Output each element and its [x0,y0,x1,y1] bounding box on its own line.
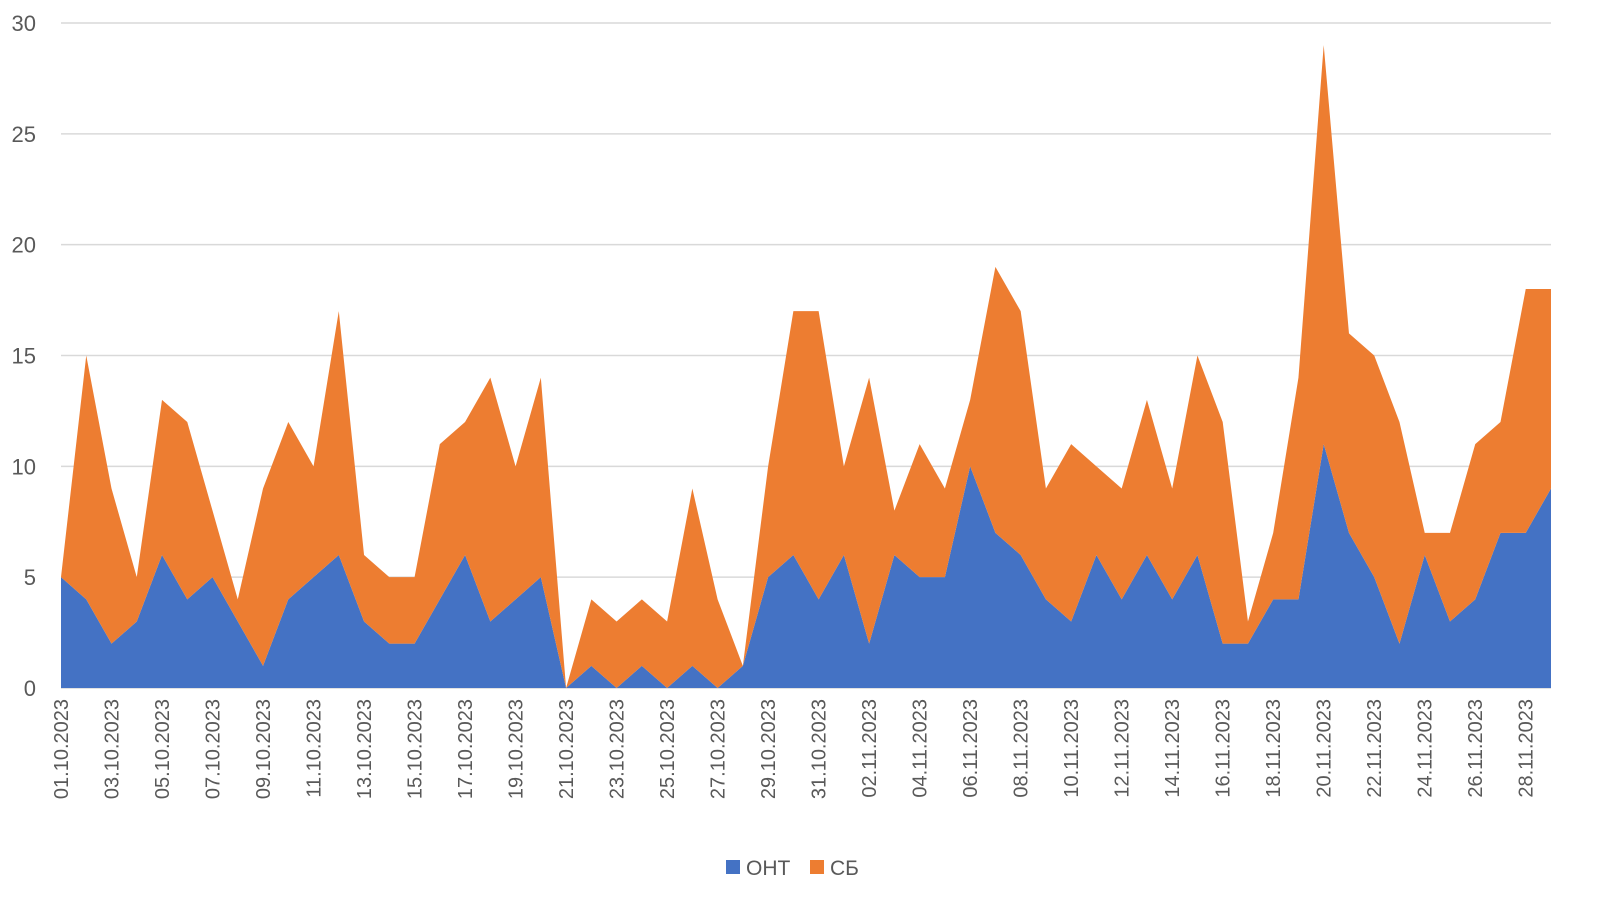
x-tick-label: 12.11.2023 [1112,699,1134,798]
y-tick-label: 0 [24,676,36,701]
x-tick-label: 15.10.2023 [405,699,427,799]
y-tick-label: 15 [12,344,36,369]
x-tick-label: 31.10.2023 [809,699,831,799]
y-axis-tick-labels: 0 5 10 15 20 25 30 [12,11,36,701]
x-tick-label: 05.10.2023 [152,699,174,799]
series-areas [61,45,1551,688]
x-tick-label: 01.10.2023 [51,699,73,799]
x-tick-label: 11.10.2023 [304,699,326,798]
x-tick-label: 25.10.2023 [657,699,679,799]
y-tick-label: 5 [24,565,36,590]
x-tick-label: 03.10.2023 [102,699,124,799]
x-tick-label: 13.10.2023 [354,699,376,799]
x-tick-label: 14.11.2023 [1162,699,1184,798]
x-tick-label: 29.10.2023 [758,699,780,799]
x-tick-label: 06.11.2023 [960,699,982,798]
x-tick-label: 16.11.2023 [1213,699,1235,798]
x-axis-tick-labels: 01.10.2023 03.10.2023 05.10.2023 07.10.2023… [51,699,1538,799]
area-series-1 [61,45,1551,688]
x-tick-label: 17.10.2023 [455,699,477,799]
area-series-0 [61,444,1551,688]
x-tick-label: 09.10.2023 [253,699,275,799]
x-tick-label: 04.11.2023 [910,699,932,798]
legend-label: ОНТ [746,857,791,880]
legend: ОНТ СБ [726,857,859,880]
x-tick-label: 18.11.2023 [1263,699,1285,798]
x-tick-label: 19.10.2023 [506,699,528,799]
y-tick-label: 10 [12,454,36,479]
y-tick-label: 25 [12,122,36,147]
legend-swatch [726,860,740,874]
x-tick-label: 10.11.2023 [1061,699,1083,798]
x-tick-label: 21.10.2023 [556,699,578,799]
y-tick-label: 20 [12,233,36,258]
y-tick-label: 30 [12,11,36,36]
legend-swatch [810,860,824,874]
x-tick-label: 07.10.2023 [203,699,225,799]
x-tick-label: 26.11.2023 [1465,699,1487,798]
legend-label: СБ [830,857,859,880]
x-tick-label: 02.11.2023 [859,699,881,798]
x-tick-label: 28.11.2023 [1516,699,1538,798]
x-tick-label: 08.11.2023 [1011,699,1033,798]
x-tick-label: 24.11.2023 [1415,699,1437,798]
x-tick-label: 27.10.2023 [708,699,730,799]
x-tick-label: 20.11.2023 [1314,699,1336,798]
x-tick-label: 22.11.2023 [1364,699,1386,798]
x-tick-label: 23.10.2023 [607,699,629,799]
